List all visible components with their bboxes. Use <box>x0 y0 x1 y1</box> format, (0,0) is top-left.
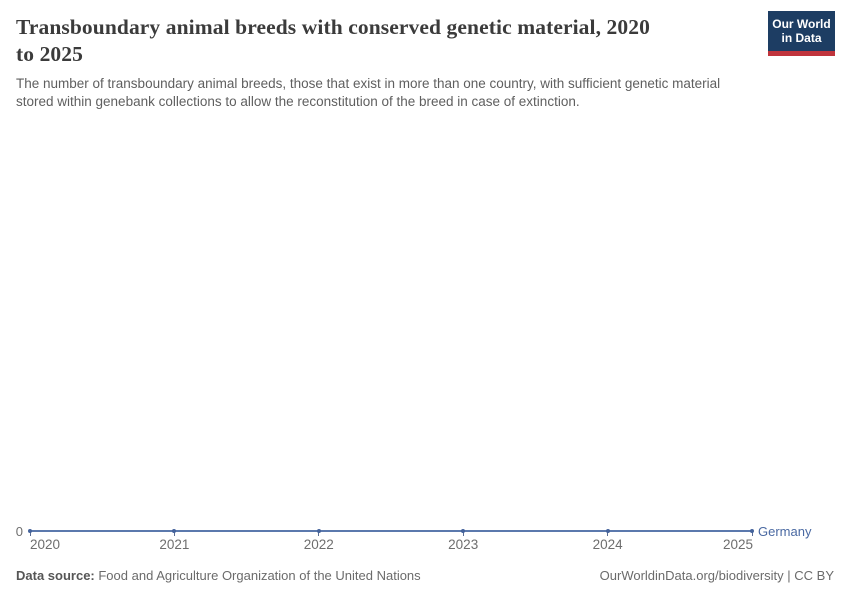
x-tick-label: 2022 <box>303 537 334 552</box>
x-tick-mark <box>173 532 175 536</box>
data-source-text: Food and Agriculture Organization of the… <box>94 568 421 583</box>
data-point-germany <box>750 529 754 533</box>
x-tick-mark <box>607 532 609 536</box>
series-line-germany <box>30 530 752 532</box>
page-title-line2: to 2025 <box>16 42 83 66</box>
page-title: Transboundary animal breeds with conserv… <box>16 14 650 68</box>
chart-subtitle-line1: The number of transboundary animal breed… <box>16 76 721 91</box>
x-tick-mark <box>318 532 320 536</box>
x-tick-label: 2024 <box>592 537 623 552</box>
attribution: OurWorldinData.org/biodiversity | CC BY <box>599 568 834 583</box>
x-tick-label: 2025 <box>722 537 753 552</box>
data-point-germany <box>605 529 610 533</box>
x-tick-mark <box>29 532 31 536</box>
y-axis-zero-label: 0 <box>15 524 23 539</box>
data-point-germany <box>172 529 177 533</box>
owid-logo: Our World in Data <box>768 11 835 56</box>
data-point-germany <box>316 529 321 533</box>
owid-logo-text-line1: Our World <box>772 17 831 31</box>
x-tick-label: 2023 <box>448 537 479 552</box>
x-tick-mark <box>462 532 464 536</box>
page-title-line1: Transboundary animal breeds with conserv… <box>16 15 650 39</box>
data-point-germany <box>461 529 466 533</box>
data-source: Data source: Food and Agriculture Organi… <box>16 568 421 584</box>
data-source-label: Data source: <box>16 568 95 583</box>
series-label-germany: Germany <box>758 524 812 539</box>
x-tick-mark <box>751 532 753 536</box>
owid-logo-text-line2: in Data <box>781 31 822 45</box>
x-tick-label: 2021 <box>159 537 190 552</box>
chart-subtitle: The number of transboundary animal breed… <box>16 75 720 110</box>
data-point-germany <box>28 529 32 533</box>
x-tick-label: 2020 <box>30 537 61 552</box>
chart-subtitle-line2: stored within genebank collections to al… <box>16 93 580 109</box>
